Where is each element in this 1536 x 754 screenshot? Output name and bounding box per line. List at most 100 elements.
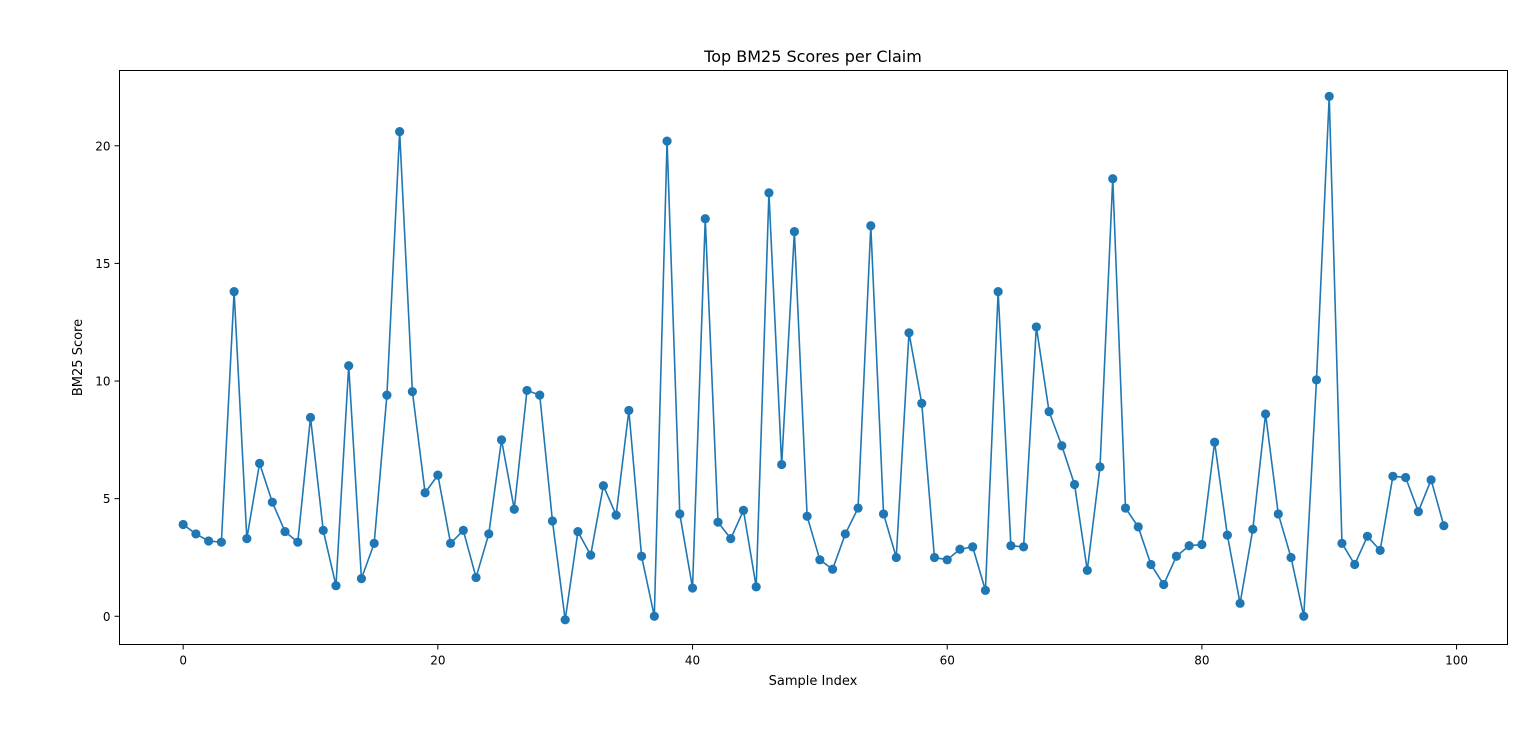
data-point	[547, 516, 558, 526]
data-point	[636, 551, 647, 561]
data-point	[993, 287, 1003, 297]
x-tick-label: 40	[685, 654, 700, 668]
x-tick-label: 20	[430, 654, 445, 668]
data-point	[904, 328, 914, 338]
data-point	[1044, 407, 1054, 417]
y-tick-label: 20	[95, 139, 110, 153]
data-point	[649, 611, 659, 621]
data-point	[611, 510, 621, 520]
data-point	[254, 458, 265, 468]
data-point	[522, 385, 532, 396]
data-point	[293, 537, 303, 547]
data-point	[204, 536, 214, 546]
data-point	[891, 552, 901, 563]
data-point	[191, 529, 201, 539]
data-point	[445, 538, 456, 548]
data-point	[738, 505, 749, 516]
data-point	[1388, 471, 1398, 481]
data-point	[229, 287, 239, 297]
data-point	[866, 221, 876, 231]
data-point	[369, 538, 379, 548]
data-point	[420, 488, 430, 498]
data-point	[1159, 579, 1169, 590]
data-point	[242, 534, 252, 544]
data-point	[395, 127, 405, 137]
x-axis: 0 20 40 60 80 100	[179, 644, 1468, 668]
data-point	[318, 525, 328, 536]
data-point	[484, 529, 494, 539]
data-point	[840, 529, 850, 539]
data-point	[1057, 441, 1067, 451]
data-point	[1184, 541, 1194, 551]
data-point	[1082, 565, 1092, 576]
data-point	[1286, 552, 1296, 563]
data-point	[458, 525, 468, 536]
data-point	[1222, 530, 1232, 540]
data-point	[1133, 522, 1143, 532]
data-point	[1375, 545, 1385, 556]
data-point	[662, 136, 672, 146]
x-tick-label: 60	[940, 654, 955, 668]
data-point	[560, 615, 570, 625]
data-point	[1324, 91, 1334, 101]
data-point	[917, 398, 927, 408]
data-point	[356, 574, 367, 584]
data-point	[471, 572, 481, 583]
data-point	[1006, 541, 1016, 551]
chart-title: Top BM25 Scores per Claim	[703, 47, 922, 66]
data-point	[1095, 462, 1105, 472]
data-point	[878, 509, 889, 519]
data-point	[764, 188, 774, 198]
series-line	[182, 95, 1445, 621]
data-point	[331, 581, 341, 591]
x-axis-label: Sample Index	[769, 674, 858, 689]
data-point	[344, 361, 354, 371]
data-point	[751, 582, 761, 592]
data-point	[407, 387, 417, 397]
data-point	[178, 519, 188, 530]
data-point	[267, 497, 277, 507]
data-point	[802, 511, 812, 521]
data-point	[726, 534, 736, 544]
y-tick-label: 0	[103, 610, 111, 624]
y-axis-label: BM25 Score	[71, 319, 86, 396]
data-point	[1362, 531, 1373, 541]
data-point	[1413, 506, 1423, 517]
data-point	[777, 459, 787, 470]
y-tick-label: 10	[95, 375, 110, 389]
data-point	[1235, 598, 1245, 608]
data-point	[1439, 521, 1449, 531]
data-point	[305, 412, 316, 423]
data-point	[1299, 611, 1309, 621]
data-point	[216, 537, 226, 547]
y-tick-label: 15	[95, 257, 110, 271]
data-point	[433, 470, 443, 480]
x-tick-label: 100	[1445, 654, 1468, 668]
data-point	[1248, 524, 1258, 534]
data-point	[1146, 559, 1156, 570]
data-point	[789, 227, 800, 237]
data-point	[1426, 475, 1436, 485]
data-point	[1350, 559, 1360, 570]
data-point	[968, 542, 978, 552]
data-point	[1401, 472, 1411, 483]
data-point	[598, 481, 608, 491]
data-point	[586, 550, 596, 560]
data-point	[1120, 503, 1131, 513]
data-point	[713, 517, 723, 527]
data-point	[929, 552, 940, 563]
data-point	[382, 390, 392, 400]
data-point	[1019, 542, 1029, 552]
data-point	[509, 504, 519, 514]
data-point	[1197, 539, 1207, 550]
data-point	[675, 509, 685, 519]
data-point	[1337, 538, 1347, 548]
data-point	[687, 583, 698, 593]
data-point	[1171, 551, 1182, 561]
data-point	[815, 555, 825, 565]
data-point	[700, 214, 710, 224]
data-point	[828, 564, 838, 574]
y-axis: 0 5 10 15 20	[95, 139, 120, 624]
data-point	[955, 544, 965, 554]
